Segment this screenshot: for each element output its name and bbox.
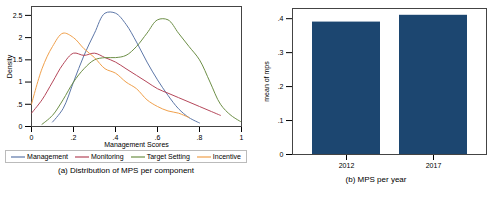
html-text:Incentive: Incentive <box>212 153 241 160</box>
html-text:(a) Distribution of MPS per co: (a) Distribution of MPS per component <box>58 166 194 175</box>
svg-text:1: 1 <box>19 78 23 85</box>
html-text:(b) MPS per year: (b) MPS per year <box>345 175 407 184</box>
html-text:Target Setting: Target Setting <box>146 153 190 160</box>
svg-text:.2: .2 <box>278 83 284 90</box>
svg-text:2.5: 2.5 <box>13 12 23 19</box>
svg-text:Density: Density <box>6 54 14 78</box>
svg-text:.8: .8 <box>197 134 203 141</box>
svg-text:2: 2 <box>19 34 23 41</box>
html-text:Monitoring: Monitoring <box>91 153 124 160</box>
svg-text:.3: .3 <box>278 49 284 56</box>
svg-text:Management Scores: Management Scores <box>104 141 169 149</box>
svg-text:.4: .4 <box>112 134 119 142</box>
html-text:Management: Management <box>27 153 68 160</box>
svg-text:mean of mps: mean of mps <box>263 61 271 102</box>
svg-text:.2: .2 <box>71 134 77 141</box>
svg-text:.5: .5 <box>17 101 23 108</box>
svg-text:1: 1 <box>240 134 244 141</box>
svg-text:1.5: 1.5 <box>13 56 23 63</box>
svg-text:2017: 2017 <box>426 162 442 169</box>
svg-text:.6: .6 <box>154 134 161 142</box>
svg-text:0: 0 <box>19 123 23 130</box>
svg-text:0: 0 <box>30 134 34 141</box>
svg-text:.1: .1 <box>278 117 284 124</box>
svg-text:0: 0 <box>280 151 284 158</box>
svg-text:.4: .4 <box>278 15 284 22</box>
svg-text:2012: 2012 <box>339 162 355 169</box>
